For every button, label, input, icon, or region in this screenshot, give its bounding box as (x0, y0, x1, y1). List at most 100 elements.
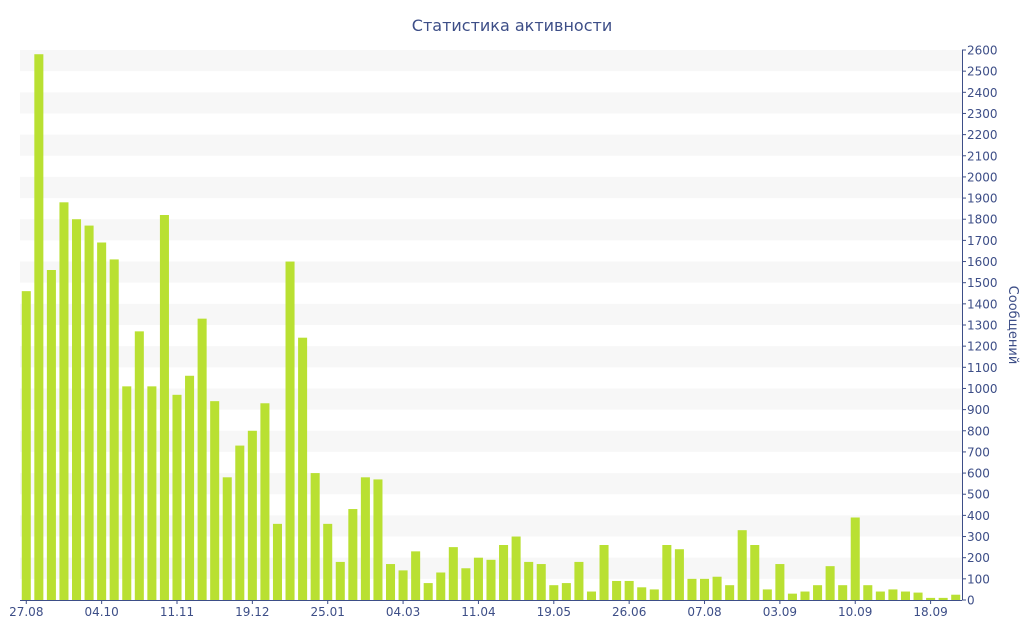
grid-bands (20, 50, 962, 579)
bar-series (21, 54, 961, 601)
bar[interactable] (838, 585, 848, 600)
bar[interactable] (97, 242, 107, 601)
bar[interactable] (272, 523, 282, 600)
y-tick-label: 1100 (967, 361, 998, 375)
bar[interactable] (787, 593, 797, 600)
grid-band (20, 50, 962, 72)
grid-band (20, 303, 962, 325)
bar[interactable] (436, 572, 446, 601)
bar[interactable] (926, 597, 936, 600)
bar[interactable] (159, 215, 169, 600)
bar[interactable] (21, 291, 31, 600)
y-tick-label: 300 (967, 530, 990, 544)
y-tick-label: 2100 (967, 149, 998, 163)
bar[interactable] (386, 564, 396, 600)
bar[interactable] (473, 557, 483, 600)
bar[interactable] (561, 583, 571, 600)
bar[interactable] (323, 523, 333, 600)
bar[interactable] (210, 401, 220, 600)
bar[interactable] (662, 545, 672, 600)
bar[interactable] (599, 545, 609, 600)
bar[interactable] (197, 318, 207, 600)
bar[interactable] (612, 580, 622, 600)
bar[interactable] (687, 578, 697, 600)
bar[interactable] (549, 585, 559, 600)
bar[interactable] (448, 547, 458, 600)
x-tick-label: 11.11 (160, 605, 194, 619)
bar[interactable] (674, 549, 684, 600)
bar[interactable] (222, 477, 232, 600)
bar[interactable] (750, 545, 760, 600)
bar[interactable] (335, 561, 345, 600)
bar[interactable] (900, 591, 910, 600)
y-tick-label: 0 (967, 594, 975, 608)
x-tick-label: 11.04 (461, 605, 495, 619)
bar[interactable] (235, 445, 245, 600)
y-tick-label: 500 (967, 488, 990, 502)
bar[interactable] (951, 594, 961, 600)
bar[interactable] (913, 592, 923, 600)
bar[interactable] (72, 219, 82, 601)
bar[interactable] (524, 561, 534, 600)
bar[interactable] (172, 394, 182, 600)
bar[interactable] (134, 331, 144, 600)
bar[interactable] (624, 580, 634, 600)
bar[interactable] (574, 561, 584, 600)
bar[interactable] (373, 479, 383, 600)
x-tick-label: 18.09 (913, 605, 947, 619)
bar[interactable] (863, 585, 873, 600)
bar[interactable] (700, 578, 710, 600)
bar[interactable] (888, 589, 898, 600)
bar[interactable] (775, 564, 785, 600)
bar[interactable] (850, 517, 860, 601)
y-tick-label: 1500 (967, 276, 998, 290)
bar[interactable] (813, 585, 823, 600)
bar[interactable] (34, 54, 44, 601)
bar[interactable] (310, 473, 320, 600)
y-tick-label: 2500 (967, 65, 998, 79)
bar[interactable] (875, 591, 885, 600)
bar[interactable] (536, 564, 546, 600)
bar[interactable] (109, 259, 119, 600)
bar[interactable] (398, 570, 408, 600)
bar[interactable] (762, 589, 772, 600)
bar[interactable] (938, 597, 948, 600)
bar[interactable] (586, 591, 596, 600)
bar[interactable] (411, 551, 421, 600)
bar[interactable] (147, 386, 157, 600)
bar[interactable] (486, 559, 496, 600)
bar[interactable] (800, 591, 810, 600)
bar[interactable] (360, 477, 370, 600)
bar[interactable] (122, 386, 132, 600)
bar[interactable] (725, 585, 735, 600)
bar[interactable] (185, 375, 195, 600)
bar[interactable] (825, 566, 835, 600)
bar[interactable] (423, 583, 433, 600)
bar[interactable] (461, 568, 471, 600)
y-tick-label: 2600 (967, 44, 998, 58)
grid-band (20, 346, 962, 368)
bar[interactable] (637, 587, 647, 600)
y-tick-label: 1700 (967, 234, 998, 248)
y-tick-label: 1800 (967, 213, 998, 227)
bar[interactable] (247, 430, 257, 600)
grid-band (20, 219, 962, 241)
x-tick-label: 03.09 (763, 605, 797, 619)
y-tick-label: 2200 (967, 128, 998, 142)
bar[interactable] (285, 261, 295, 600)
bar[interactable] (712, 576, 722, 600)
bar[interactable] (649, 589, 659, 600)
bar[interactable] (46, 270, 56, 600)
bar[interactable] (260, 403, 270, 600)
bar[interactable] (84, 225, 94, 600)
bar[interactable] (59, 202, 69, 600)
bar[interactable] (348, 509, 358, 600)
x-axis-ticks: 27.08 04.10 11.11 19.12 25.01 04.03 11.04 19.05… (9, 600, 948, 619)
y-axis-ticks: 0 100 200 300 400 500 600 700 800 900 1000 1100 1200… (962, 44, 998, 608)
bar[interactable] (298, 337, 308, 600)
bar[interactable] (737, 530, 747, 600)
bar[interactable] (511, 536, 521, 600)
bar[interactable] (499, 545, 509, 600)
